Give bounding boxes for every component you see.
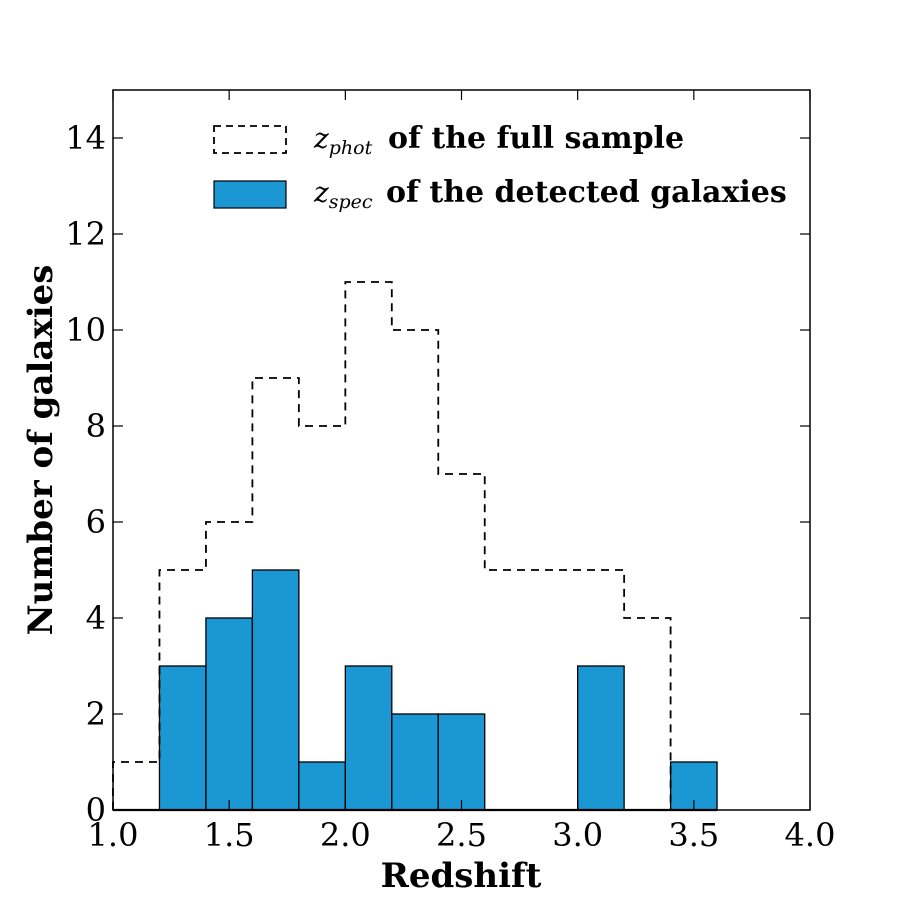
spec-bar-2 (205, 617, 254, 811)
legend-phot-symbol: zphot (313, 122, 373, 159)
x-tick-label-2: 2.0 (320, 816, 371, 854)
y-tick-label-1: 2 (86, 695, 106, 733)
y-tick-label-6: 12 (65, 215, 106, 253)
legend-spec-symbol: zspec (313, 176, 373, 213)
spec-bar-7 (437, 713, 486, 811)
x-tick-label-1: 1.5 (204, 816, 255, 854)
y-tick-label-2: 4 (86, 599, 106, 637)
x-tick-label-0: 1.0 (88, 816, 139, 854)
x-tick-label-3: 2.5 (436, 816, 487, 854)
y-tick-label-0: 0 (86, 791, 106, 829)
legend: zphot of the full sample zspec of the de… (213, 121, 787, 213)
legend-spec-swatch (213, 180, 287, 209)
spec-bar-6 (391, 713, 439, 811)
spec-bar-1 (158, 665, 207, 811)
y-axis-label: Number of galaxies (21, 265, 61, 636)
legend-phot-label: of the full sample (388, 121, 684, 156)
x-tick-labels: 1.0 1.5 2.0 2.5 3.0 3.5 4.0 (88, 816, 836, 854)
x-tick-label-4: 3.0 (552, 816, 603, 854)
legend-phot-swatch (213, 125, 287, 154)
x-tick-label-5: 3.5 (668, 816, 719, 854)
y-tick-label-5: 10 (65, 311, 106, 349)
y-tick-label-3: 6 (86, 503, 106, 541)
spec-bar-3 (251, 569, 300, 811)
spec-bar-5 (344, 665, 393, 811)
phot-step-line (112, 281, 718, 811)
y-tick-labels: 0 2 4 6 8 10 12 14 (65, 119, 106, 829)
spec-histogram-bars (113, 569, 718, 812)
y-tick-label-7: 14 (65, 119, 106, 157)
spec-bar-4 (298, 761, 346, 811)
plot-frame (112, 89, 811, 811)
x-tick-label-6: 4.0 (785, 816, 836, 854)
spec-bar-10 (577, 665, 625, 811)
y-tick-label-4: 8 (86, 407, 106, 445)
legend-spec-label: of the detected galaxies (386, 175, 787, 210)
x-axis-label: Redshift (381, 856, 542, 896)
phot-histogram-step (112, 281, 718, 811)
